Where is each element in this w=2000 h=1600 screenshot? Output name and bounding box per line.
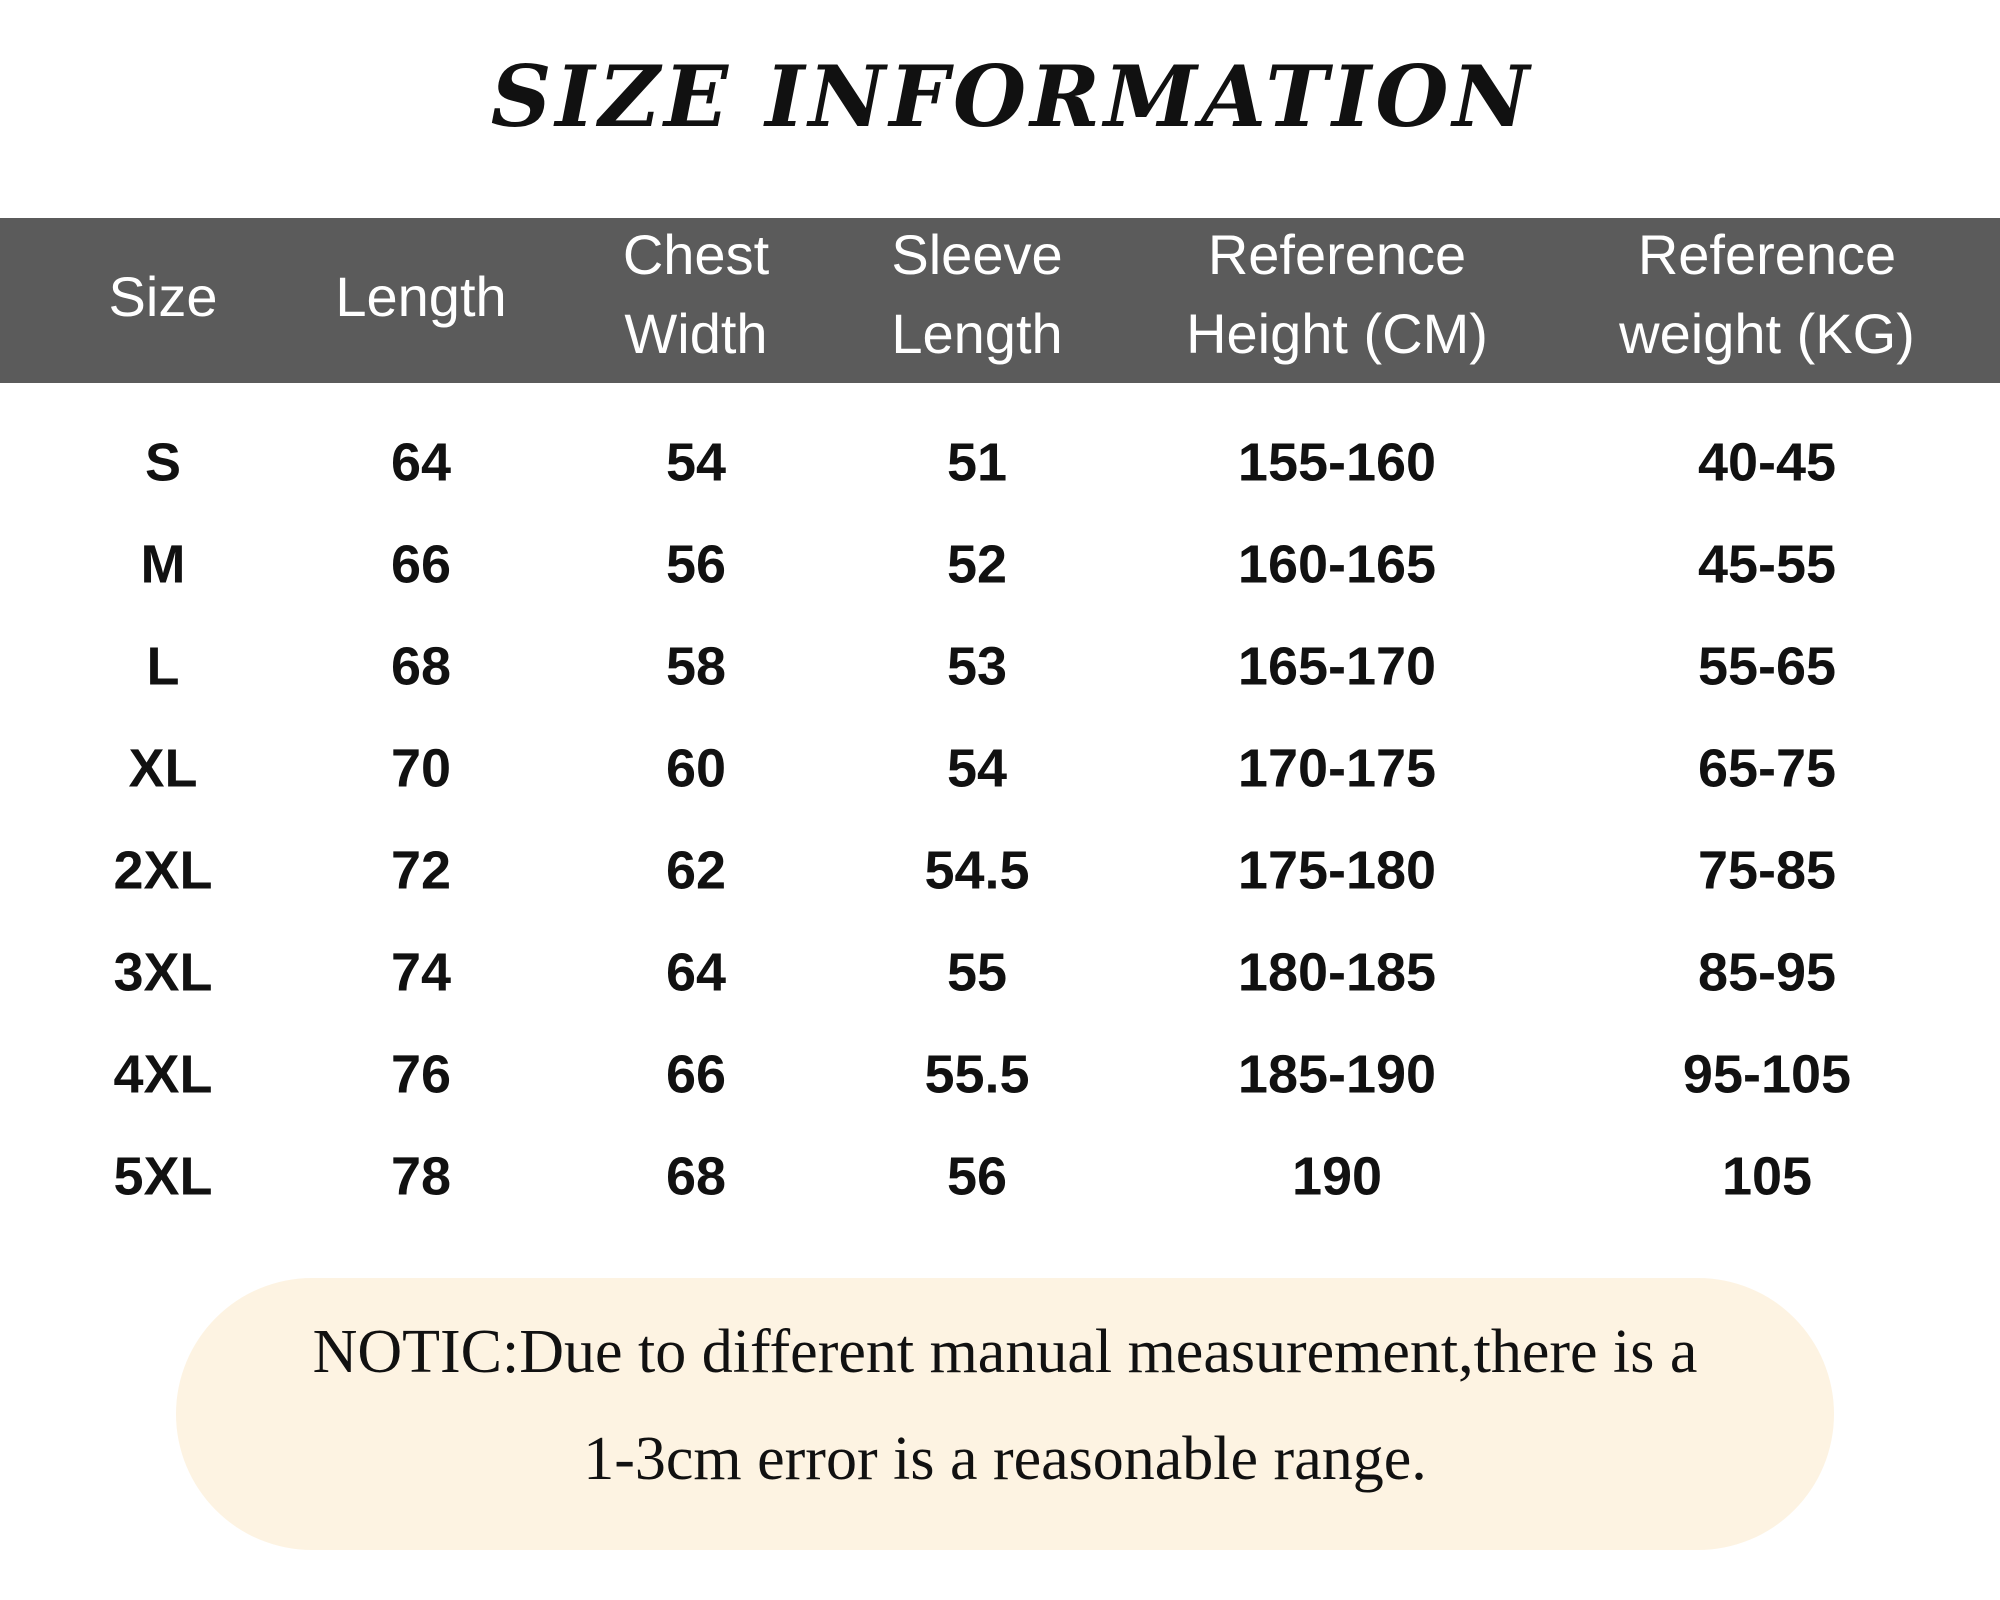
table-cell: 55 — [947, 942, 1007, 1002]
table-cell: 56 — [947, 1146, 1007, 1206]
table-cell: 58 — [666, 636, 726, 696]
table-cell: 155-160 — [1238, 432, 1436, 492]
column-header: Length — [335, 265, 506, 328]
column-header: Reference — [1208, 223, 1466, 286]
table-cell: 76 — [391, 1044, 451, 1104]
table-cell: 190 — [1292, 1146, 1382, 1206]
table-cell: 56 — [666, 534, 726, 594]
column-header: Sleeve — [891, 223, 1062, 286]
table-cell: 5XL — [113, 1146, 212, 1206]
column-header: Reference — [1638, 223, 1896, 286]
table-cell: 105 — [1722, 1146, 1812, 1206]
table-cell: 65-75 — [1698, 738, 1836, 798]
table-cell: 68 — [666, 1146, 726, 1206]
table-cell: 64 — [391, 432, 451, 492]
table-cell: 55.5 — [924, 1044, 1029, 1104]
column-header: weight (KG) — [1618, 302, 1915, 365]
table-cell: 180-185 — [1238, 942, 1436, 1002]
table-cell: 54.5 — [924, 840, 1029, 900]
table-cell: 72 — [391, 840, 451, 900]
table-cell: 185-190 — [1238, 1044, 1436, 1104]
title: SIZE INFORMATION — [491, 47, 1534, 146]
table-cell: 85-95 — [1698, 942, 1836, 1002]
table-cell: 78 — [391, 1146, 451, 1206]
table-cell: L — [147, 636, 180, 696]
table-cell: 170-175 — [1238, 738, 1436, 798]
table-cell: S — [145, 432, 181, 492]
table-cell: 175-180 — [1238, 840, 1436, 900]
table-cell: 54 — [947, 738, 1007, 798]
table-cell: 66 — [666, 1044, 726, 1104]
table-cell: 62 — [666, 840, 726, 900]
table-cell: 3XL — [113, 942, 212, 1002]
column-header: Chest — [623, 223, 770, 286]
table-cell: 75-85 — [1698, 840, 1836, 900]
table-cell: 51 — [947, 432, 1007, 492]
table-cell: 53 — [947, 636, 1007, 696]
table-cell: 60 — [666, 738, 726, 798]
column-header: Width — [624, 302, 767, 365]
column-header: Length — [891, 302, 1062, 365]
note-line: NOTIC:Due to different manual measuremen… — [313, 1318, 1698, 1386]
table-cell: 54 — [666, 432, 726, 492]
table-cell: 52 — [947, 534, 1007, 594]
note-box — [176, 1278, 1834, 1550]
table-cell: 55-65 — [1698, 636, 1836, 696]
table-cell: 64 — [666, 942, 726, 1002]
table-cell: 2XL — [113, 840, 212, 900]
table-cell: 45-55 — [1698, 534, 1836, 594]
column-header: Size — [109, 265, 218, 328]
table-cell: 74 — [391, 942, 451, 1002]
header-bar — [0, 218, 2000, 383]
table-cell: 165-170 — [1238, 636, 1436, 696]
table-cell: 4XL — [113, 1044, 212, 1104]
note-line: 1-3cm error is a reasonable range. — [583, 1425, 1426, 1493]
column-header: Height (CM) — [1186, 302, 1488, 365]
table-cell: 160-165 — [1238, 534, 1436, 594]
table-cell: M — [141, 534, 186, 594]
table-cell: 40-45 — [1698, 432, 1836, 492]
table-cell: 95-105 — [1683, 1044, 1851, 1104]
table-cell: XL — [128, 738, 197, 798]
table-cell: 68 — [391, 636, 451, 696]
table-cell: 70 — [391, 738, 451, 798]
table-cell: 66 — [391, 534, 451, 594]
